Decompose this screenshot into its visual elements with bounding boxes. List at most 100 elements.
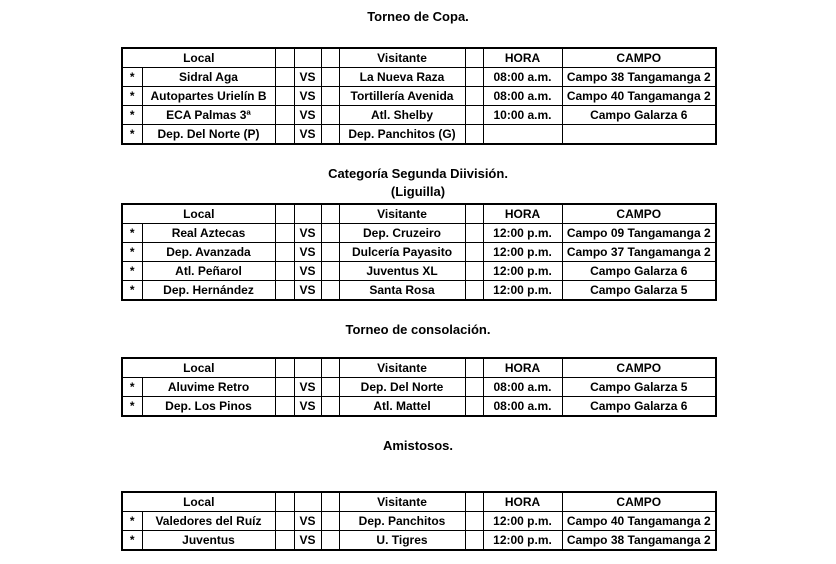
section-title: Categoría Segunda Diivisión. [328, 166, 508, 181]
vs-cell: VS [293, 124, 322, 145]
section-title: Torneo de consolación. [345, 322, 491, 337]
header-gap-cell [274, 491, 295, 512]
vs-cell: VS [293, 280, 322, 301]
header-gap-cell [464, 491, 484, 512]
vs-cell: VS [293, 530, 322, 551]
header-gap-cell [320, 491, 340, 512]
visitante-team-cell: Atl. Shelby [338, 105, 466, 125]
header-campo: CAMPO [561, 357, 717, 378]
visitante-team-cell: Dep. Panchitos (G) [338, 124, 466, 145]
match-row: * Atl. Peñarol VS Juventus XL 12:00 p.m.… [121, 261, 717, 281]
header-gap-cell [274, 203, 295, 224]
section-title: (Liguilla) [390, 184, 446, 199]
gap-cell [464, 261, 484, 281]
match-row: * Dep. Los Pinos VS Atl. Mattel 08:00 a.… [121, 396, 717, 417]
star-cell: * [121, 511, 143, 531]
header-gap-cell [274, 357, 295, 378]
campo-cell: Campo 38 Tangamanga 2 [561, 530, 717, 551]
header-hora: HORA [482, 47, 563, 68]
visitante-team-cell: La Nueva Raza [338, 67, 466, 87]
gap-cell [464, 67, 484, 87]
local-team-cell: Atl. Peñarol [141, 261, 276, 281]
star-cell: * [121, 377, 143, 397]
section-title-block: Amistosos. [0, 437, 836, 455]
gap-cell [464, 105, 484, 125]
gap-cell [464, 396, 484, 417]
campo-cell: Campo Galarza 6 [561, 261, 717, 281]
local-team-cell: Juventus [141, 530, 276, 551]
header-gap-cell [464, 357, 484, 378]
gap-cell [274, 511, 295, 531]
schedule-section: Amistosos. Local Visitante HORA CAMPO [0, 437, 836, 551]
header-campo: CAMPO [561, 203, 717, 224]
gap-cell [320, 105, 340, 125]
vs-cell: VS [293, 396, 322, 417]
gap-cell [320, 223, 340, 243]
gap-cell [464, 280, 484, 301]
gap-cell [320, 261, 340, 281]
campo-cell: Campo 09 Tangamanga 2 [561, 223, 717, 243]
visitante-team-cell: Atl. Mattel [338, 396, 466, 417]
header-visitante: Visitante [338, 491, 466, 512]
vs-cell: VS [293, 86, 322, 106]
hora-cell: 08:00 a.m. [482, 377, 563, 397]
gap-cell [320, 86, 340, 106]
gap-cell [464, 86, 484, 106]
vs-cell: VS [293, 511, 322, 531]
header-gap-cell [320, 47, 340, 68]
local-team-cell: Real Aztecas [141, 223, 276, 243]
gap-cell [274, 242, 295, 262]
match-row: * Dep. Hernández VS Santa Rosa 12:00 p.m… [121, 280, 717, 301]
header-visitante: Visitante [338, 203, 466, 224]
hora-cell: 08:00 a.m. [482, 67, 563, 87]
campo-cell: Campo 40 Tangamanga 2 [561, 511, 717, 531]
gap-cell [464, 511, 484, 531]
header-gap-cell [464, 47, 484, 68]
hora-cell: 12:00 p.m. [482, 280, 563, 301]
vs-cell: VS [293, 223, 322, 243]
schedule-document: Torneo de Copa. Local Visitante HORA CAM… [0, 8, 836, 551]
star-cell: * [121, 124, 143, 145]
campo-cell: Campo Galarza 5 [561, 377, 717, 397]
gap-cell [274, 530, 295, 551]
schedule-section: Torneo de consolación. Local Visitante H… [0, 321, 836, 417]
campo-cell: Campo Galarza 6 [561, 396, 717, 417]
table-header-row: Local Visitante HORA CAMPO [121, 491, 717, 512]
gap-cell [320, 280, 340, 301]
gap-cell [320, 242, 340, 262]
hora-cell: 08:00 a.m. [482, 86, 563, 106]
match-row: * Dep. Del Norte (P) VS Dep. Panchitos (… [121, 124, 717, 145]
header-vs-cell [293, 357, 322, 378]
section-title-block: Torneo de consolación. [0, 321, 836, 339]
header-vs-cell [293, 203, 322, 224]
match-row: * Valedores del Ruíz VS Dep. Panchitos 1… [121, 511, 717, 531]
star-cell: * [121, 223, 143, 243]
gap-cell [320, 377, 340, 397]
visitante-team-cell: Dep. Del Norte [338, 377, 466, 397]
section-title: Torneo de Copa. [367, 9, 469, 24]
local-team-cell: ECA Palmas 3ª [141, 105, 276, 125]
schedule-section: Torneo de Copa. Local Visitante HORA CAM… [0, 8, 836, 145]
vs-cell: VS [293, 377, 322, 397]
match-row: * ECA Palmas 3ª VS Atl. Shelby 10:00 a.m… [121, 105, 717, 125]
gap-cell [464, 530, 484, 551]
vs-cell: VS [293, 261, 322, 281]
section-title: Amistosos. [382, 438, 454, 453]
campo-cell: Campo 40 Tangamanga 2 [561, 86, 717, 106]
star-cell: * [121, 280, 143, 301]
hora-cell: 12:00 p.m. [482, 261, 563, 281]
gap-cell [274, 124, 295, 145]
vs-cell: VS [293, 242, 322, 262]
schedule-table: Local Visitante HORA CAMPO * Valedores d… [121, 491, 717, 551]
hora-cell: 12:00 p.m. [482, 530, 563, 551]
hora-cell: 12:00 p.m. [482, 242, 563, 262]
gap-cell [274, 86, 295, 106]
hora-cell: 12:00 p.m. [482, 511, 563, 531]
campo-cell [561, 124, 717, 145]
local-team-cell: Dep. Avanzada [141, 242, 276, 262]
vs-cell: VS [293, 67, 322, 87]
gap-cell [320, 530, 340, 551]
header-visitante: Visitante [338, 357, 466, 378]
gap-cell [320, 67, 340, 87]
